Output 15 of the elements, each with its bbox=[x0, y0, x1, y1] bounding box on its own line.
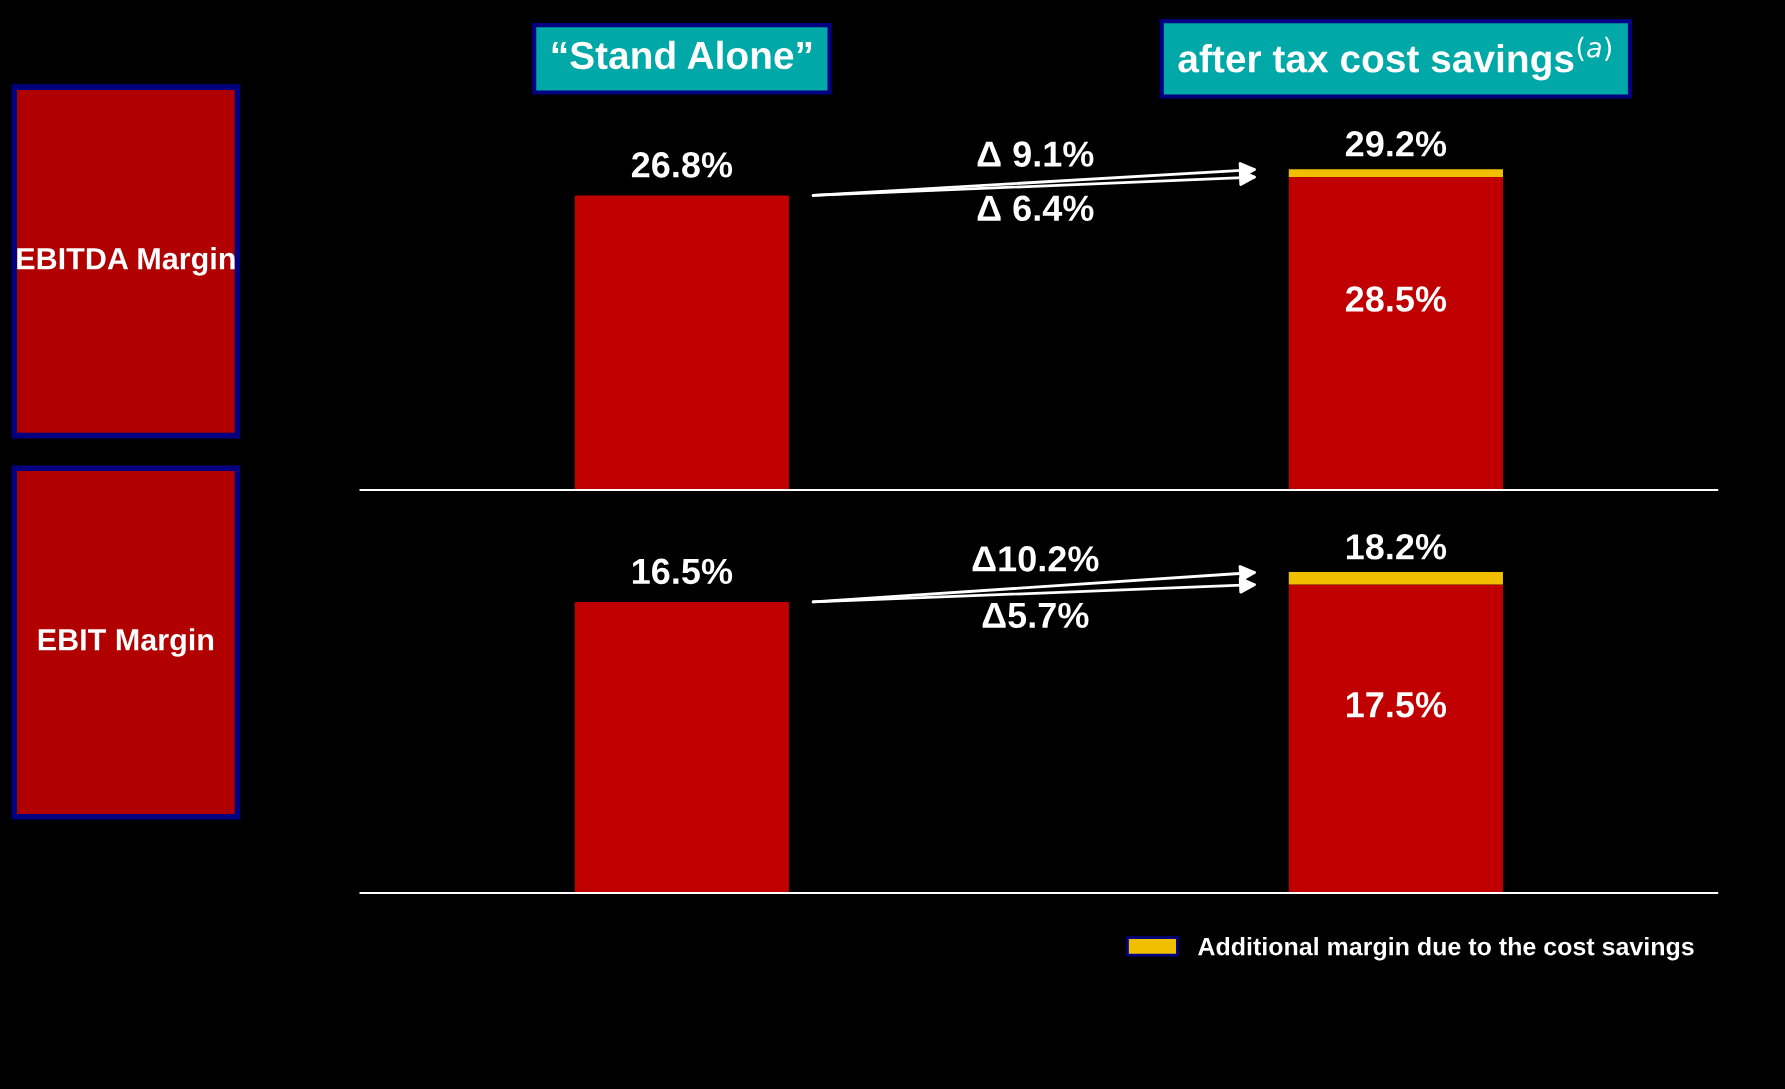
annotation: Δ 6.4% bbox=[977, 195, 1094, 222]
text: Δ 9.1% bbox=[977, 141, 1094, 167]
total-label: 18.2% bbox=[1346, 534, 1447, 560]
legend-label: Additional margin due to the cost savings bbox=[1198, 937, 1694, 961]
text: EBITDA Margin bbox=[17, 247, 235, 276]
x-tick-label: “Stand Alone” bbox=[552, 40, 812, 70]
data-label: 17.5% bbox=[1346, 692, 1447, 718]
data-label: 26.8% bbox=[631, 152, 733, 178]
data-label: 28.5% bbox=[1345, 286, 1447, 312]
text: Δ10.2% bbox=[972, 546, 1099, 572]
total-label: 29.2% bbox=[1345, 131, 1447, 157]
text: EBIT Margin bbox=[38, 628, 214, 657]
data-label: 16.5% bbox=[632, 558, 733, 585]
annotation: Δ5.7% bbox=[982, 602, 1089, 629]
x-tick-label: after tax cost savings$^{(a)}$ bbox=[1178, 36, 1611, 81]
